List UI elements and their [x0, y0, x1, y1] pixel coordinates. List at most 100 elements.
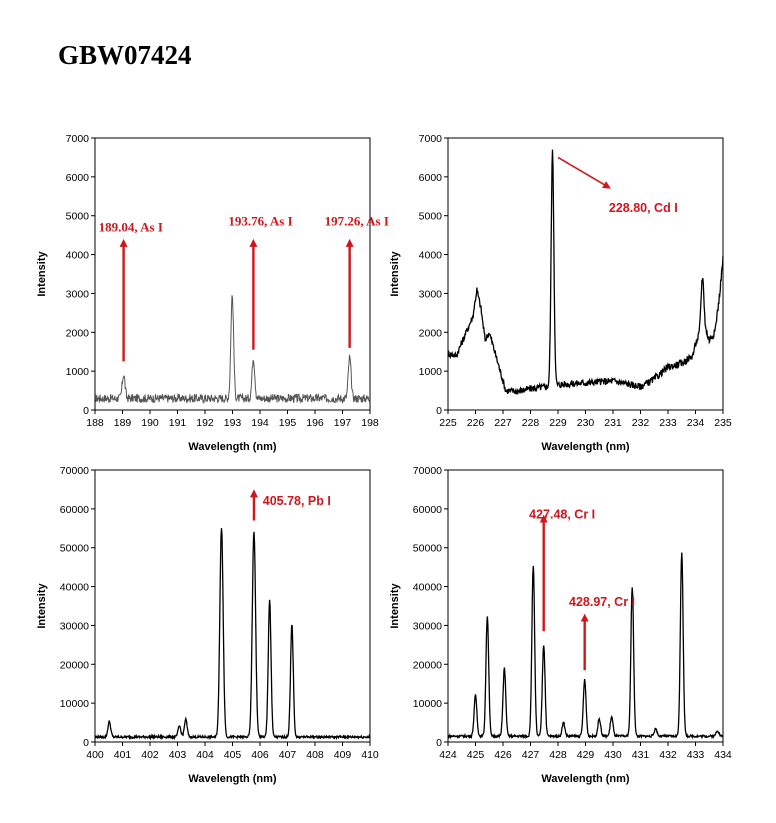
- y-tick-label: 6000: [419, 172, 443, 184]
- annotation-label: 189.04, As I: [99, 219, 163, 234]
- y-tick-label: 60000: [413, 504, 442, 516]
- y-tick-label: 10000: [413, 698, 442, 710]
- x-tick-label: 400: [86, 749, 104, 761]
- x-tick-label: 227: [494, 417, 512, 429]
- y-tick-label: 50000: [413, 543, 442, 555]
- x-axis-label: Wavelength (nm): [188, 441, 277, 453]
- y-tick-label: 50000: [60, 543, 89, 555]
- x-tick-label: 229: [549, 417, 567, 429]
- y-tick-label: 30000: [413, 620, 442, 632]
- spectrum-line: [447, 552, 724, 740]
- x-tick-label: 427: [522, 749, 540, 761]
- y-axis-label: Intensity: [36, 251, 48, 297]
- y-tick-label: 10000: [60, 698, 89, 710]
- spectrum-line: [94, 295, 370, 405]
- x-tick-label: 407: [279, 749, 297, 761]
- y-tick-label: 3000: [66, 288, 90, 300]
- x-axis-label: Wavelength (nm): [541, 773, 630, 785]
- x-tick-label: 232: [632, 417, 650, 429]
- x-tick-label: 406: [251, 749, 269, 761]
- x-tick-label: 431: [632, 749, 650, 761]
- y-tick-label: 20000: [60, 659, 89, 671]
- page-title: GBW07424: [58, 40, 192, 70]
- x-tick-label: 228: [522, 417, 540, 429]
- x-tick-label: 434: [714, 749, 732, 761]
- x-tick-label: 190: [141, 417, 159, 429]
- chart-panel-3: 400 401 402 403 404 405 406 407 408 409 410 0 10000 2…: [36, 465, 379, 785]
- annotation-label: 428.97, Cr I: [569, 595, 635, 609]
- x-tick-label: 225: [439, 417, 457, 429]
- y-tick-label: 5000: [66, 211, 90, 223]
- x-tick-label: 197: [334, 417, 352, 429]
- y-tick-label: 30000: [60, 620, 89, 632]
- x-tick-label: 230: [577, 417, 595, 429]
- x-tick-label: 194: [251, 417, 269, 429]
- y-tick-label: 0: [436, 405, 442, 417]
- spectrum-line: [447, 149, 724, 395]
- chart-panel-1: 188 189 190 191 192 193 194 195 196 197 1980100020…: [36, 133, 389, 453]
- x-tick-label: 425: [467, 749, 485, 761]
- y-tick-label: 1000: [419, 366, 443, 378]
- x-tick-label: 424: [439, 749, 457, 761]
- y-tick-label: 40000: [60, 582, 89, 594]
- y-tick-label: 7000: [419, 133, 443, 145]
- x-tick-label: 433: [687, 749, 705, 761]
- plot-frame: [94, 469, 371, 743]
- x-tick-label: 189: [114, 417, 132, 429]
- y-tick-label: 60000: [60, 504, 89, 516]
- y-tick-label: 70000: [413, 465, 442, 477]
- x-tick-label: 235: [714, 417, 732, 429]
- y-tick-label: 0: [83, 405, 89, 417]
- x-tick-label: 405: [224, 749, 242, 761]
- x-tick-label: 430: [604, 749, 622, 761]
- y-tick-label: 0: [83, 737, 89, 749]
- x-tick-label: 191: [169, 417, 187, 429]
- x-tick-label: 409: [334, 749, 352, 761]
- y-tick-label: 4000: [419, 250, 443, 262]
- x-tick-label: 192: [196, 417, 214, 429]
- y-tick-label: 2000: [419, 327, 443, 339]
- x-tick-label: 196: [306, 417, 324, 429]
- y-axis-label: Intensity: [36, 583, 48, 629]
- plot-frame: [94, 137, 371, 411]
- plot-frame: [447, 137, 724, 411]
- annotation-label: 427.48, Cr I: [529, 508, 595, 522]
- y-tick-label: 6000: [66, 172, 90, 184]
- annotation-label: 197.26, As I: [325, 213, 389, 228]
- chart-panel-2: 225 226 227 228 229 230 231 232 233 234 235 0 1000 20…: [389, 133, 732, 453]
- x-tick-label: 428: [549, 749, 567, 761]
- y-tick-label: 4000: [66, 250, 90, 262]
- x-tick-label: 188: [86, 417, 104, 429]
- chart-panel-4: 424 425 426 427 428 429 430 431 432 433 434 0 10000 2…: [389, 465, 732, 785]
- y-tick-label: 40000: [413, 582, 442, 594]
- y-tick-label: 1000: [66, 366, 90, 378]
- y-tick-label: 0: [436, 737, 442, 749]
- y-axis-label: Intensity: [389, 583, 401, 629]
- x-tick-label: 234: [687, 417, 705, 429]
- y-tick-label: 3000: [419, 288, 443, 300]
- x-tick-label: 408: [306, 749, 324, 761]
- x-tick-label: 231: [604, 417, 622, 429]
- x-axis-label: Wavelength (nm): [188, 773, 277, 785]
- x-tick-label: 193: [224, 417, 242, 429]
- x-tick-label: 410: [361, 749, 379, 761]
- annotation-label: 228.80, Cd I: [609, 201, 678, 215]
- x-tick-label: 403: [169, 749, 187, 761]
- y-tick-label: 7000: [66, 133, 90, 145]
- x-tick-label: 429: [577, 749, 595, 761]
- x-tick-label: 402: [141, 749, 159, 761]
- y-tick-label: 5000: [419, 211, 443, 223]
- x-axis-label: Wavelength (nm): [541, 441, 630, 453]
- spectrum-line: [94, 528, 371, 741]
- annotation-arrow: [557, 156, 611, 189]
- x-tick-label: 404: [196, 749, 214, 761]
- y-tick-label: 2000: [66, 327, 90, 339]
- x-tick-label: 401: [114, 749, 132, 761]
- annotation-label: 193.76, As I: [228, 213, 292, 228]
- y-axis-label: Intensity: [389, 251, 401, 297]
- y-tick-label: 20000: [413, 659, 442, 671]
- x-tick-label: 426: [494, 749, 512, 761]
- annotation-label: 405.78, Pb I: [263, 494, 331, 508]
- y-tick-label: 70000: [60, 465, 89, 477]
